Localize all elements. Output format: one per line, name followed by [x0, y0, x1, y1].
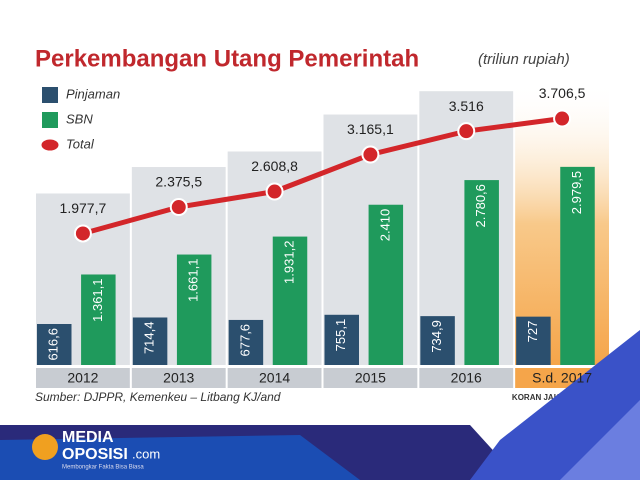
- banner-shape: [560, 400, 640, 480]
- legend-swatch: [40, 138, 60, 152]
- footer-banner: MEDIA OPOSISI .com Membongkar Fakta Bisa…: [0, 330, 640, 480]
- legend-swatch: [42, 87, 58, 103]
- chart-title: Perkembangan Utang Pemerintah: [35, 45, 419, 72]
- point-value-label: 1.977,7: [60, 200, 107, 216]
- legend-swatch: [42, 112, 58, 128]
- category-box: [419, 368, 514, 388]
- point-value-label: 3.165,1: [347, 121, 394, 137]
- bar: [464, 180, 499, 365]
- bar: [272, 236, 308, 365]
- bar: [81, 274, 116, 365]
- bar: [132, 317, 168, 365]
- point-value-label: 2.375,5: [155, 174, 202, 190]
- category-box: [36, 368, 130, 388]
- x-tick-label: 2015: [355, 370, 386, 386]
- bar: [420, 316, 455, 365]
- bar-value-label: 677,6: [237, 324, 252, 357]
- point-value-label: 2.608,8: [251, 158, 298, 174]
- logo-tagline: Membongkar Fakta Bisa Biasa: [62, 465, 144, 471]
- x-tick-label: 2012: [67, 370, 98, 386]
- x-tick-label: 2016: [451, 370, 482, 386]
- point-value-label: 3.516: [449, 98, 484, 114]
- plot: 2012 2013 2014 2015 2016 S.d. 2017 616,6 714,4 6…: [37, 85, 595, 386]
- logo-text: MEDIA: [62, 429, 114, 446]
- logo-icon: [32, 434, 58, 460]
- bar: [368, 204, 404, 365]
- line-point: [73, 224, 92, 243]
- legend-label: Pinjaman: [66, 86, 120, 101]
- logo-domain: .com: [132, 446, 160, 461]
- bar-value-label: 1.661,1: [186, 259, 201, 302]
- bar-value-label: 2.780,6: [473, 184, 488, 227]
- bar-value-label: 616,6: [46, 328, 61, 361]
- bar-value-label: 2.410: [377, 209, 392, 242]
- bar-value-label: 1.931,2: [281, 241, 296, 284]
- x-tick-label: 2013: [163, 370, 194, 386]
- bar-value-label: 714,4: [142, 321, 157, 354]
- category-box: [227, 368, 322, 388]
- bar: [324, 314, 359, 365]
- bar: [228, 319, 264, 365]
- legend-label: SBN: [66, 111, 93, 126]
- category-box: [323, 368, 418, 388]
- line-point: [457, 122, 476, 141]
- line-point: [265, 182, 284, 201]
- line-point: [553, 109, 572, 128]
- point-value-label: 3.706,5: [539, 85, 586, 101]
- logo-text: OPOSISI: [62, 446, 128, 463]
- bar-value-label: 755,1: [333, 319, 348, 352]
- bar: [560, 166, 595, 365]
- line: [82, 116, 563, 236]
- bar: [176, 254, 212, 365]
- line-point: [361, 145, 380, 164]
- source: Sumber: DJPPR, Kemenkeu – Litbang KJ/and: [35, 390, 281, 404]
- x-tick-label: 2014: [259, 370, 290, 386]
- x-tick-label: S.d. 2017: [532, 370, 592, 386]
- bar-value-label: 2.979,5: [569, 171, 584, 214]
- bar: [516, 316, 551, 365]
- bar-value-label: 1.361,1: [90, 278, 105, 321]
- category-box: [131, 368, 226, 388]
- bar-value-label: 727: [525, 321, 540, 343]
- bar: [37, 323, 72, 365]
- banner-shape: [0, 435, 360, 480]
- legend-label: Total: [66, 136, 95, 151]
- chart-subtitle: (triliun rupiah): [478, 51, 570, 68]
- line-point: [169, 198, 188, 217]
- bar-value-label: 734,9: [429, 320, 444, 353]
